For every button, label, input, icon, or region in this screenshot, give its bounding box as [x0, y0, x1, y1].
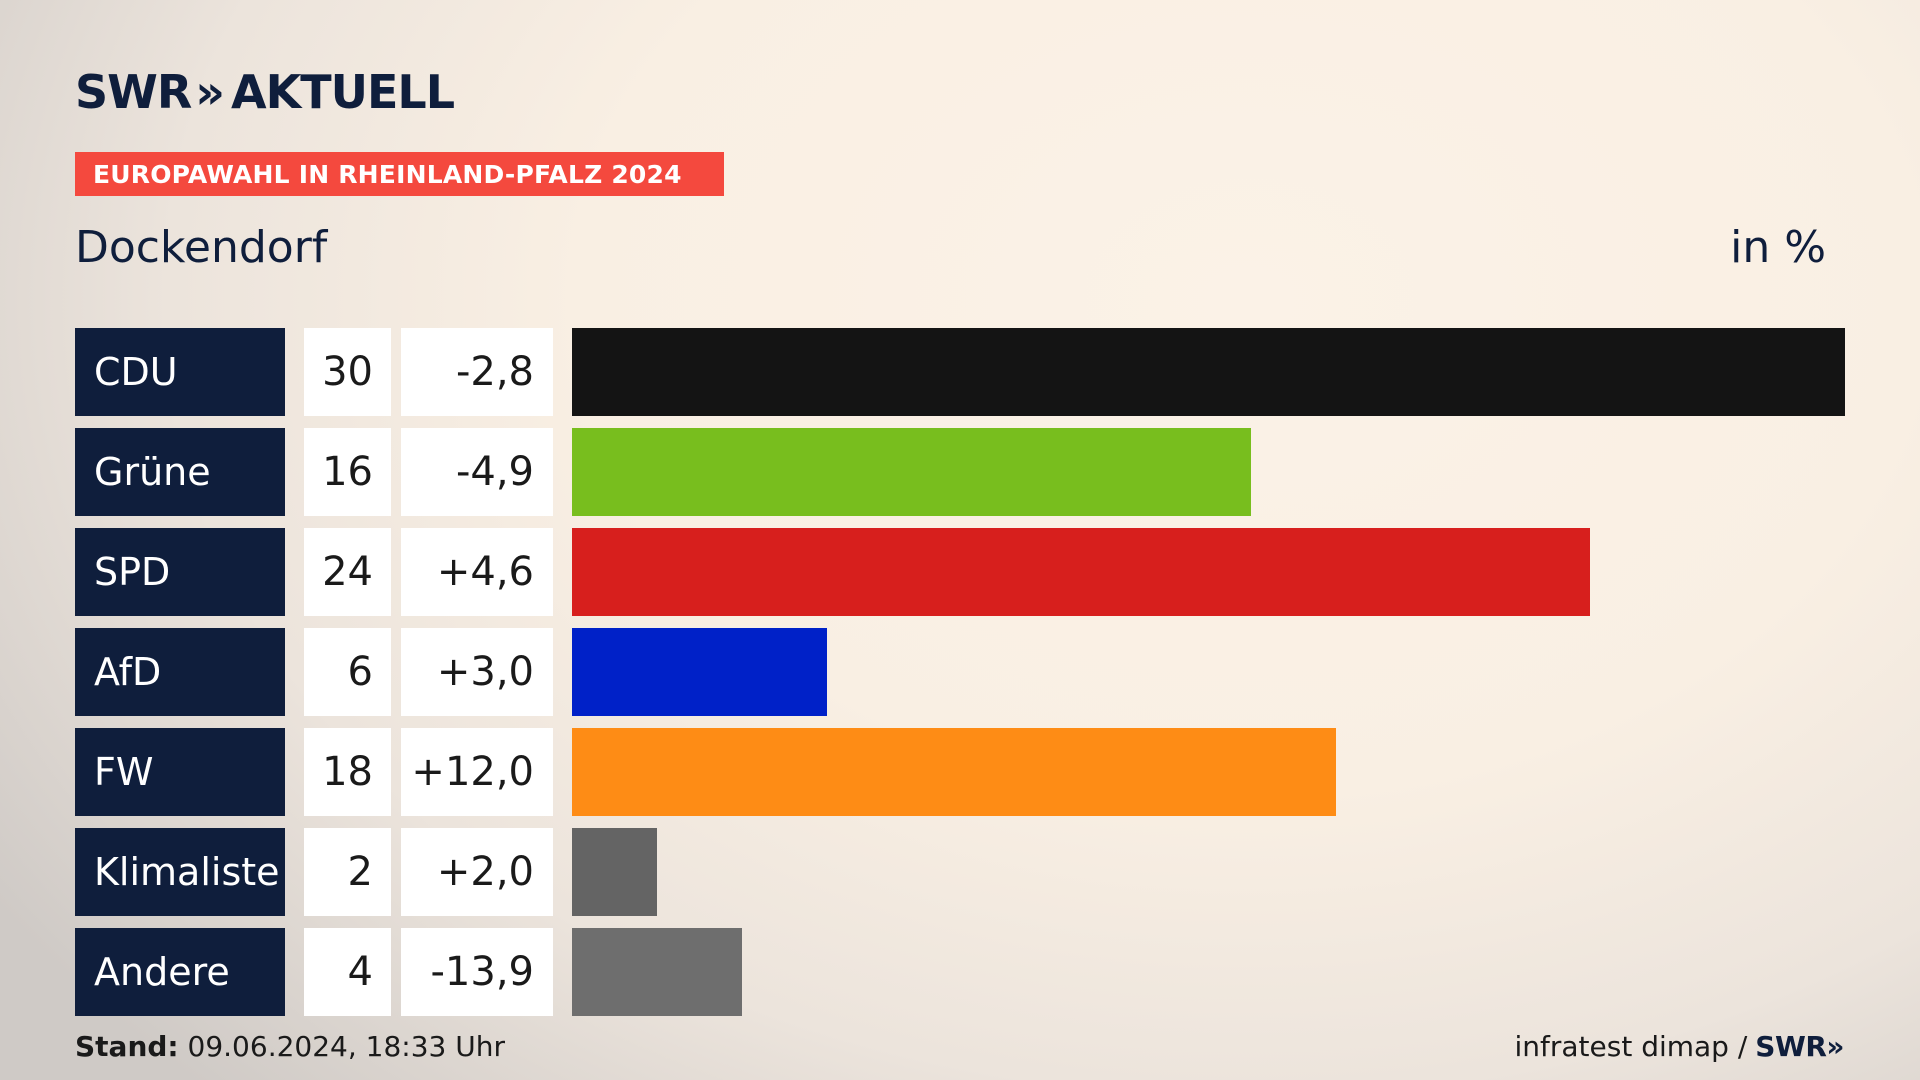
value-label: 16: [304, 428, 391, 516]
party-label: Klimaliste: [75, 828, 285, 916]
bar-afd: [572, 628, 827, 716]
location-title: Dockendorf: [75, 222, 328, 273]
logo-aktuell: AKTUELL: [231, 65, 455, 119]
diff-label: -13,9: [401, 928, 553, 1016]
diff-label: -4,9: [401, 428, 553, 516]
party-label: Andere: [75, 928, 285, 1016]
value-label: 6: [304, 628, 391, 716]
diff-label: +3,0: [401, 628, 553, 716]
bar-andere: [572, 928, 742, 1016]
swr-small-logo: SWR»: [1755, 1030, 1844, 1063]
diff-label: -2,8: [401, 328, 553, 416]
source-text: infratest dimap /: [1514, 1030, 1748, 1063]
diff-label: +12,0: [401, 728, 553, 816]
result-row-spd: SPD 24 +4,6: [75, 528, 1875, 616]
result-row-cdu: CDU 30 -2,8: [75, 328, 1875, 416]
election-banner: EUROPAWAHL IN RHEINLAND-PFALZ 2024: [75, 152, 724, 196]
bar-fw: [572, 728, 1336, 816]
source-credit: infratest dimap / SWR»: [1514, 1030, 1844, 1063]
stand-label: Stand:: [75, 1030, 179, 1063]
diff-label: +2,0: [401, 828, 553, 916]
value-label: 24: [304, 528, 391, 616]
result-row-fw: FW 18 +12,0: [75, 728, 1875, 816]
stand-value: 09.06.2024, 18:33 Uhr: [187, 1030, 505, 1063]
result-row-klimaliste: Klimaliste 2 +2,0: [75, 828, 1875, 916]
party-label: Grüne: [75, 428, 285, 516]
bar-spd: [572, 528, 1590, 616]
party-label: SPD: [75, 528, 285, 616]
value-label: 2: [304, 828, 391, 916]
timestamp: Stand: 09.06.2024, 18:33 Uhr: [75, 1030, 505, 1063]
party-label: CDU: [75, 328, 285, 416]
logo-swr: SWR: [75, 65, 192, 119]
diff-label: +4,6: [401, 528, 553, 616]
party-label: AfD: [75, 628, 285, 716]
bar-cdu: [572, 328, 1845, 416]
result-row-andere: Andere 4 -13,9: [75, 928, 1875, 1016]
bar-grüne: [572, 428, 1251, 516]
unit-label: in %: [1730, 222, 1826, 273]
result-row-afd: AfD 6 +3,0: [75, 628, 1875, 716]
value-label: 4: [304, 928, 391, 1016]
value-label: 30: [304, 328, 391, 416]
bar-klimaliste: [572, 828, 657, 916]
swr-aktuell-logo: SWR » AKTUELL: [75, 65, 455, 119]
result-row-grüne: Grüne 16 -4,9: [75, 428, 1875, 516]
value-label: 18: [304, 728, 391, 816]
party-label: FW: [75, 728, 285, 816]
